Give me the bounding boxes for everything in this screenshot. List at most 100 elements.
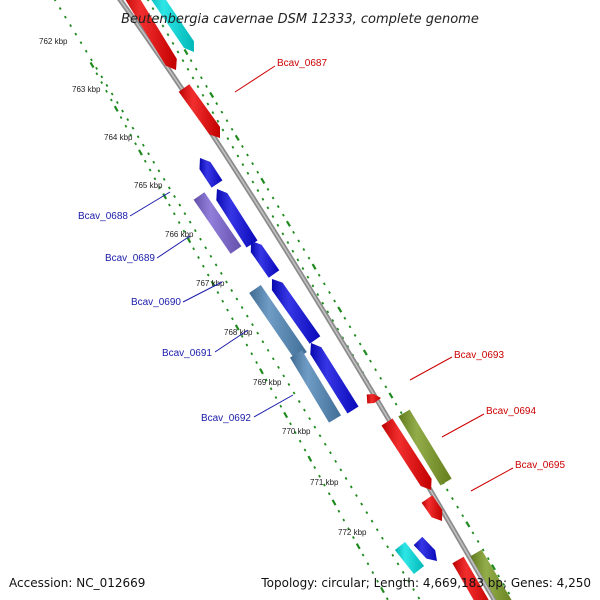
gene-label-bcav-0692[interactable]: Bcav_0692: [201, 413, 251, 424]
tick-mark: [326, 310, 330, 314]
gene-label-bcav-0695[interactable]: Bcav_0695: [515, 460, 565, 471]
tick-mark: [465, 521, 471, 528]
gene-feature-shading: [413, 536, 437, 561]
kbp-label: 767 kbp: [196, 279, 225, 288]
tick-mark: [360, 502, 364, 506]
kbp-label: 769 kbp: [253, 378, 282, 387]
tick-mark: [200, 76, 203, 80]
gene-feature-shading: [310, 343, 359, 414]
tick-mark: [156, 15, 160, 19]
tick-mark: [196, 85, 200, 89]
tick-mark: [205, 84, 208, 88]
tick-mark: [124, 124, 128, 128]
tick-mark: [143, 159, 147, 163]
leader-line: [182, 281, 223, 303]
tick-mark: [286, 241, 290, 245]
tick-mark: [271, 196, 275, 200]
gene-feature[interactable]: [122, 0, 177, 70]
gene-feature[interactable]: [249, 285, 307, 360]
tick-mark: [194, 67, 198, 71]
tick-mark: [191, 76, 195, 80]
tick-mark: [391, 553, 395, 557]
gene-feature[interactable]: [413, 536, 437, 561]
tick-mark: [162, 193, 168, 200]
gene-feature[interactable]: [178, 84, 220, 138]
tick-mark: [95, 66, 98, 70]
tick-mark: [152, 160, 156, 164]
tick-mark: [369, 359, 372, 363]
gene-feature[interactable]: [199, 158, 223, 188]
tick-mark: [256, 331, 260, 335]
gene-feature-shading: [366, 394, 381, 404]
gene-feature[interactable]: [421, 495, 443, 521]
tick-mark: [69, 24, 72, 28]
tick-mark: [199, 237, 202, 241]
gene-feature[interactable]: [398, 409, 452, 486]
tick-mark: [89, 61, 95, 69]
gene-label-leaders: [129, 65, 514, 492]
tick-mark: [206, 102, 210, 106]
gene-feature[interactable]: [310, 343, 359, 414]
tick-mark: [226, 308, 229, 312]
tick-mark: [173, 195, 176, 198]
tick-mark: [353, 333, 357, 337]
tick-mark: [339, 468, 343, 472]
gene-feature[interactable]: [366, 394, 381, 404]
gene-feature-shading: [271, 279, 321, 344]
tick-mark: [214, 263, 218, 267]
gene-label-bcav-0687[interactable]: Bcav_0687: [277, 58, 327, 69]
leader-line: [409, 356, 453, 381]
gene-feature[interactable]: [147, 0, 194, 52]
tick-mark: [192, 247, 195, 251]
gene-feature[interactable]: [250, 241, 280, 278]
gene-feature[interactable]: [381, 418, 432, 491]
tick-mark: [172, 212, 176, 216]
gene-label-bcav-0690[interactable]: Bcav_0690: [131, 297, 181, 308]
tick-mark: [456, 505, 459, 509]
gene-feature-shading: [178, 84, 220, 138]
tick-mark: [343, 316, 347, 320]
gene-feature[interactable]: [452, 556, 492, 600]
tick-mark: [303, 408, 306, 412]
tick-mark: [374, 368, 377, 372]
tick-mark: [342, 518, 346, 522]
gene-feature[interactable]: [470, 549, 515, 600]
tick-mark: [100, 75, 104, 79]
tick-mark: [119, 116, 123, 120]
genome-summary-text: Topology: circular; Length: 4,669,183 bp…: [260, 576, 591, 590]
tick-mark: [307, 256, 311, 260]
tick-mark: [168, 203, 171, 207]
tick-mark: [231, 317, 234, 321]
gene-label-bcav-0693[interactable]: Bcav_0693: [454, 350, 504, 361]
gene-label-bcav-0691[interactable]: Bcav_0691: [162, 348, 212, 359]
gene-feature[interactable]: [271, 279, 321, 344]
tick-mark: [276, 205, 280, 209]
tick-mark: [161, 24, 165, 28]
tick-mark: [138, 149, 143, 156]
tick-mark: [371, 571, 375, 575]
gene-label-bcav-0689[interactable]: Bcav_0689: [105, 253, 155, 264]
gene-feature[interactable]: [394, 542, 425, 574]
tick-mark: [302, 248, 306, 251]
gene-label-bcav-0694[interactable]: Bcav_0694: [486, 406, 536, 417]
tick-mark: [277, 365, 280, 369]
tick-mark: [251, 323, 254, 327]
gene-feature-shading: [452, 556, 489, 600]
tick-mark: [245, 343, 249, 347]
tick-mark: [355, 494, 358, 497]
tick-mark: [274, 396, 278, 400]
tick-mark: [148, 168, 152, 172]
tick-mark: [451, 497, 454, 501]
gene-feature[interactable]: [216, 189, 258, 248]
gene-feature[interactable]: [193, 192, 242, 254]
tick-mark: [115, 101, 119, 104]
tick-mark: [289, 422, 292, 426]
gene-label-bcav-0688[interactable]: Bcav_0688: [78, 211, 128, 222]
tick-mark: [210, 280, 216, 287]
gene-feature[interactable]: [290, 350, 341, 423]
gene-feature-shading: [290, 350, 341, 423]
tick-mark: [182, 229, 186, 233]
tick-mark: [209, 254, 213, 258]
tick-mark: [461, 514, 465, 518]
tick-mark: [301, 267, 305, 271]
